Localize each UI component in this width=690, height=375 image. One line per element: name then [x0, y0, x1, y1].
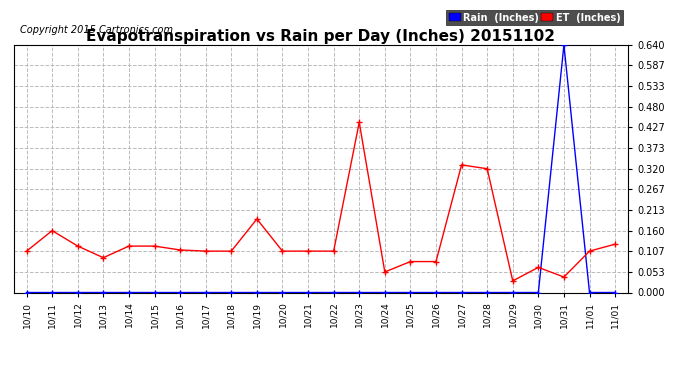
Text: Copyright 2015 Cartronics.com: Copyright 2015 Cartronics.com: [20, 25, 173, 35]
Title: Evapotranspiration vs Rain per Day (Inches) 20151102: Evapotranspiration vs Rain per Day (Inch…: [86, 29, 555, 44]
Legend: Rain  (Inches), ET  (Inches): Rain (Inches), ET (Inches): [446, 10, 623, 25]
